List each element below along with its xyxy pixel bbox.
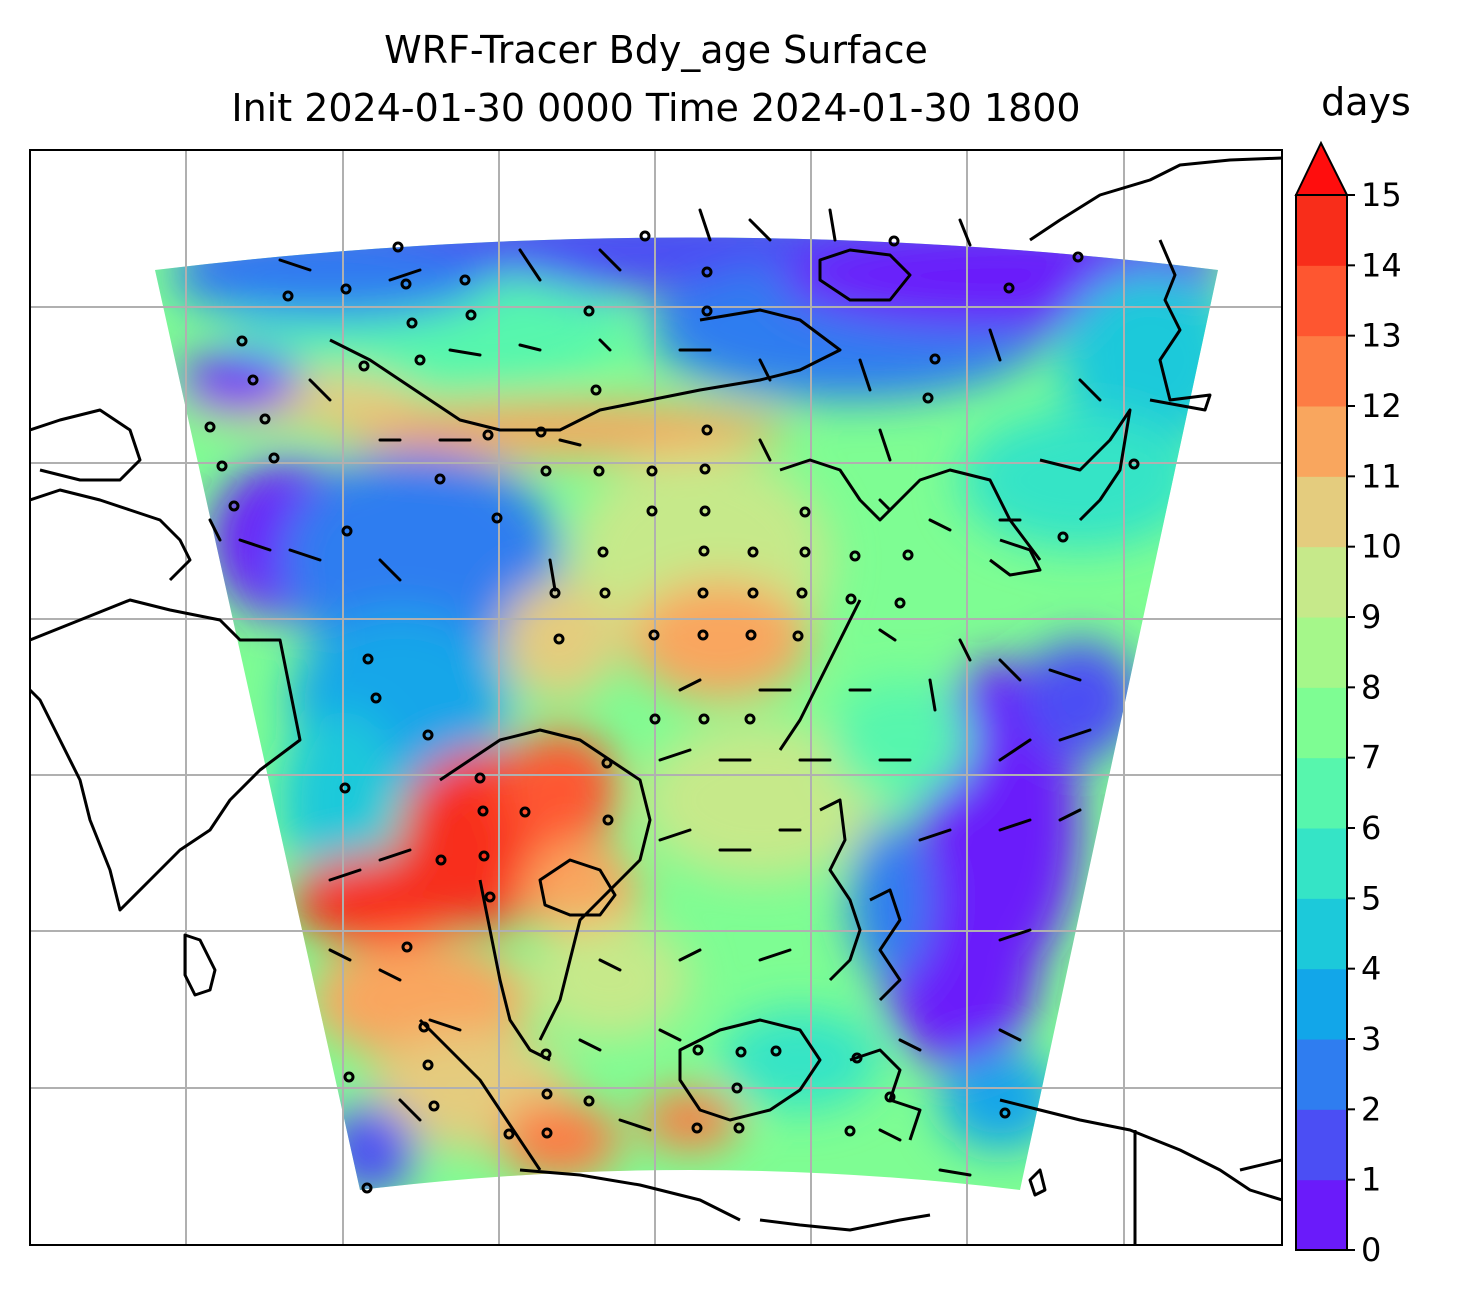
- colorbar-level-6: [1296, 757, 1347, 829]
- map-title-line-1: WRF-Tracer Bdy_age Surface: [384, 28, 928, 72]
- colorbar-tick-label: 9: [1361, 598, 1381, 636]
- colorbar-outline: [1295, 194, 1348, 1251]
- colorbar-level-4: [1296, 898, 1347, 970]
- coastlines: [30, 156, 1282, 1245]
- map-title-line-2: Init 2024-01-30 0000 Time 2024-01-30 180…: [231, 86, 1081, 130]
- colorbar-level-0: [1296, 1179, 1347, 1251]
- colorbar-level-2: [1296, 1039, 1347, 1110]
- colorbar-tick-label: 7: [1361, 739, 1381, 777]
- calm-wind-markers: [204, 230, 1140, 1194]
- colorbar-level-11: [1296, 406, 1347, 477]
- colorbar-level-1: [1296, 1109, 1347, 1181]
- colorbar-tick-label: 1: [1361, 1161, 1381, 1199]
- colorbar-level-9: [1296, 546, 1347, 618]
- colorbar-level-3: [1296, 968, 1347, 1040]
- colorbar-tick-label: 6: [1361, 809, 1381, 847]
- colorbar-tick-label: 12: [1361, 387, 1402, 425]
- colorbar-tick-label: 5: [1361, 879, 1381, 917]
- colorbar-level-8: [1296, 617, 1347, 688]
- colorbar-tick-label: 15: [1361, 176, 1402, 214]
- colorbar-extend-arrow: [1294, 140, 1349, 196]
- colorbar-tick-label: 10: [1361, 528, 1402, 566]
- colorbar-tick-label: 13: [1361, 317, 1402, 355]
- tracer-age-field: [155, 237, 1218, 1190]
- colorbar-level-14: [1296, 195, 1347, 266]
- colorbar-level-12: [1296, 335, 1347, 407]
- colorbar-tick-label: 2: [1361, 1090, 1381, 1128]
- colorbar-level-10: [1296, 476, 1347, 548]
- colorbar-level-7: [1296, 687, 1347, 759]
- colorbar-tick-label: 14: [1361, 246, 1402, 284]
- colorbar-level-13: [1296, 265, 1347, 337]
- map-frame: [29, 149, 1283, 1246]
- colorbar-tick-label: 8: [1361, 668, 1381, 706]
- colorbar-level-5: [1296, 828, 1347, 899]
- colorbar-tick-label: 0: [1361, 1231, 1381, 1269]
- colorbar-tick-label: 3: [1361, 1020, 1381, 1058]
- wind-barbs: [208, 208, 1102, 1177]
- colorbar-tick-label: 11: [1361, 457, 1402, 495]
- colorbar-tick-label: 4: [1361, 950, 1381, 988]
- colorbar-unit-label: days: [1321, 80, 1411, 124]
